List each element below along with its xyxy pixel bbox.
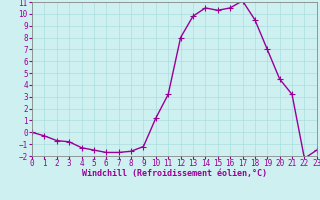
- X-axis label: Windchill (Refroidissement éolien,°C): Windchill (Refroidissement éolien,°C): [82, 169, 267, 178]
